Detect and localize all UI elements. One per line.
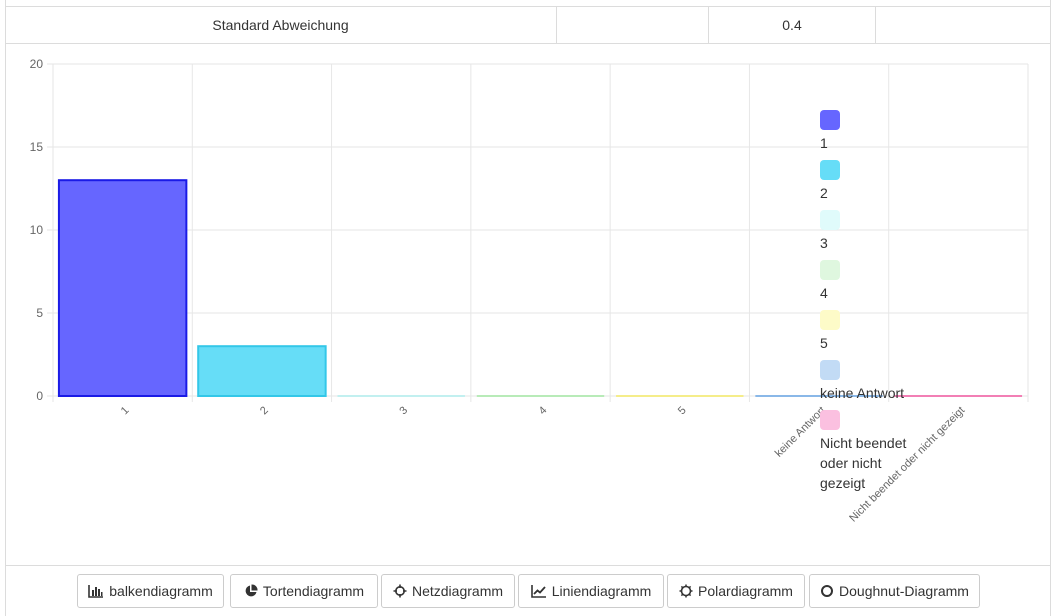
doughnut-chart-icon: [821, 585, 834, 597]
y-tick-label: 0: [36, 389, 43, 403]
legend-swatch: [820, 160, 840, 180]
legend-swatch: [820, 110, 840, 130]
polar-chart-icon: [679, 584, 693, 598]
doughnut-chart-button[interactable]: Doughnut-Diagramm: [809, 574, 980, 608]
pie-chart-icon: [245, 584, 258, 597]
radar-chart-button-label: Netzdiagramm: [411, 583, 504, 599]
y-tick-label: 5: [36, 306, 43, 320]
y-tick-label: 20: [30, 57, 44, 71]
legend-label: 4: [820, 285, 828, 301]
legend-label: 5: [820, 335, 828, 351]
doughnut-chart-button-label: Doughnut-Diagramm: [839, 583, 969, 599]
legend-swatch: [820, 360, 840, 380]
stat-empty-cell: [556, 7, 708, 43]
y-tick-label: 10: [30, 223, 44, 237]
polar-chart-button-label: Polardiagramm: [698, 583, 793, 599]
legend-swatch: [820, 410, 840, 430]
legend-swatch: [820, 260, 840, 280]
bar: [197, 345, 327, 398]
pie-chart-button-label: Tortendiagramm: [262, 583, 365, 599]
bar-chart-icon: [88, 585, 104, 598]
legend-label: Nicht beendet oder nicht gezeigt: [820, 435, 907, 491]
x-tick-label: 3: [397, 404, 410, 417]
line-chart-button[interactable]: Liniendiagramm: [518, 574, 664, 608]
polar-chart-button[interactable]: Polardiagramm: [667, 574, 805, 608]
legend-label: 1: [820, 135, 828, 151]
legend-label: keine Antwort: [820, 385, 905, 401]
panel-frame: [5, 0, 1051, 616]
stat-empty-cell-2: [875, 7, 1051, 43]
radar-chart-icon: [393, 584, 407, 598]
legend-label: 2: [820, 185, 828, 201]
x-tick-label: 2: [258, 404, 271, 417]
line-chart-button-label: Liniendiagramm: [551, 583, 652, 599]
stats-table-row: Standard Abweichung 0.4: [5, 6, 1051, 44]
line-chart-icon: [530, 585, 546, 598]
legend-label: 3: [820, 235, 828, 251]
x-tick-label: 1: [119, 404, 132, 417]
pie-chart-button[interactable]: Tortendiagramm: [230, 574, 378, 608]
radar-chart-button[interactable]: Netzdiagramm: [381, 574, 515, 608]
stat-label: Standard Abweichung: [212, 17, 349, 33]
x-tick-label: 5: [676, 404, 689, 417]
y-tick-label: 15: [30, 140, 44, 154]
legend-swatch: [820, 310, 840, 330]
stat-value: 0.4: [708, 7, 875, 43]
legend-swatch: [820, 210, 840, 230]
chart-type-toolbar: balkendiagramm Tortendiagramm Netzdiagra…: [5, 565, 1051, 616]
bar-chart-button[interactable]: balkendiagramm: [77, 574, 224, 608]
bar-chart-button-label: balkendiagramm: [109, 583, 213, 599]
x-tick-label: 4: [537, 404, 550, 417]
bar: [57, 179, 188, 397]
